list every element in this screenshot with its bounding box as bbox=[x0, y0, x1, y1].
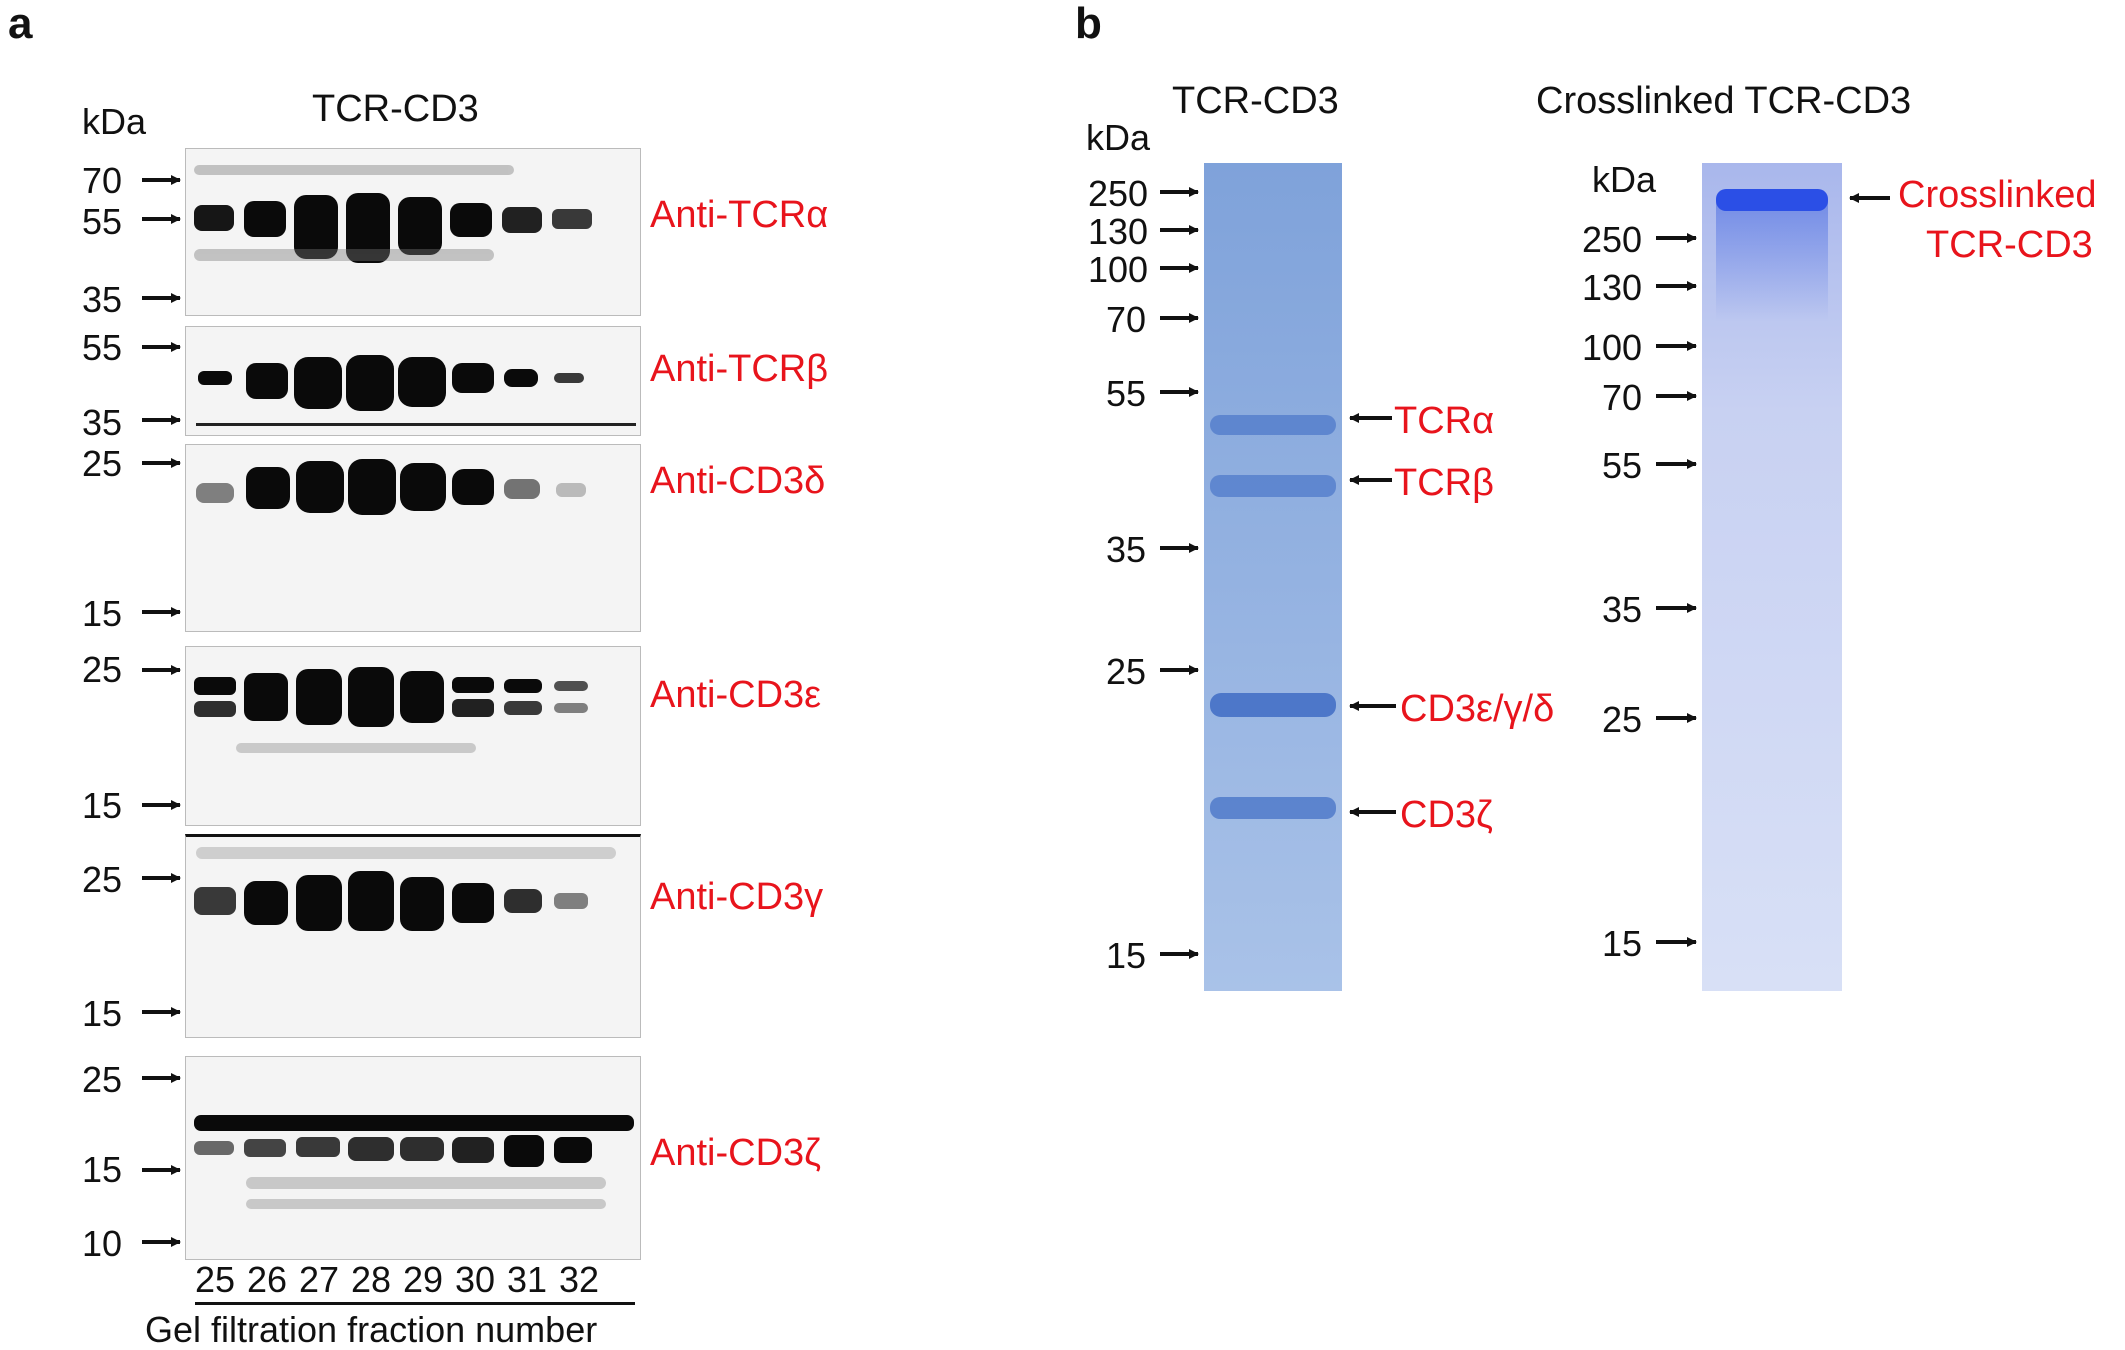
gel2-marker-55: 55 bbox=[1602, 445, 1643, 486]
gel2-band-label-line1: Crosslinked bbox=[1898, 174, 2097, 216]
gel1-band-cd3-zeta: CD3ζ bbox=[1400, 794, 1493, 836]
antibody-label-cd3-epsilon: Anti-CD3ε bbox=[650, 674, 822, 716]
gel1-band-tcr-alpha: TCRα bbox=[1394, 400, 1495, 442]
gel1-marker-35: 35 bbox=[1106, 529, 1147, 570]
antibody-label-cd3-delta: Anti-CD3δ bbox=[650, 460, 826, 502]
gel2-marker-250: 250 bbox=[1582, 219, 1643, 260]
gel1-marker-250: 250 bbox=[1088, 173, 1149, 214]
lane-number-29: 29 bbox=[403, 1259, 444, 1300]
lane-number-28: 28 bbox=[351, 1259, 392, 1300]
blot-tcr-alpha bbox=[185, 148, 641, 316]
blot-tcr-beta-bands bbox=[196, 355, 636, 426]
lane-underline bbox=[195, 1302, 635, 1305]
gel2-title: Crosslinked TCR-CD3 bbox=[1536, 80, 1912, 122]
gel2-marker-25: 25 bbox=[1602, 699, 1643, 740]
gel1-marker-55: 55 bbox=[1106, 373, 1147, 414]
lane-number-30: 30 bbox=[455, 1259, 496, 1300]
lane-number-26: 26 bbox=[247, 1259, 288, 1300]
marker-15-blot6: 15 bbox=[82, 1149, 123, 1190]
gel1-lane bbox=[1204, 163, 1342, 991]
gel2-lane bbox=[1702, 163, 1842, 991]
blot-cd3-delta bbox=[185, 444, 641, 632]
marker-25-blot6: 25 bbox=[82, 1059, 123, 1100]
blot-cd3-gamma bbox=[185, 834, 641, 1038]
panel-a-xlabel: Gel filtration fraction number bbox=[145, 1309, 598, 1350]
gel2-lane-bands bbox=[1702, 163, 1842, 991]
gel2-kda-label: kDa bbox=[1592, 159, 1657, 200]
gel2-marker-100: 100 bbox=[1582, 327, 1643, 368]
gel2-band-label-line2: TCR-CD3 bbox=[1926, 224, 2093, 266]
blot-cd3-delta-bands bbox=[196, 459, 586, 515]
marker-55-blot2: 55 bbox=[82, 327, 123, 368]
gel2-marker-130: 130 bbox=[1582, 267, 1643, 308]
blot-tcr-alpha-bands bbox=[194, 165, 592, 263]
gel1-marker-130: 130 bbox=[1088, 211, 1149, 252]
gel1-marker-100: 100 bbox=[1088, 249, 1149, 290]
marker-25-blot3: 25 bbox=[82, 443, 123, 484]
marker-10-blot6: 10 bbox=[82, 1223, 123, 1264]
marker-55-blot1: 55 bbox=[82, 201, 123, 242]
marker-15-blot3: 15 bbox=[82, 593, 123, 634]
gel1-band-tcr-beta: TCRβ bbox=[1394, 462, 1494, 504]
lane-number-31: 31 bbox=[507, 1259, 548, 1300]
marker-15-blot4: 15 bbox=[82, 785, 123, 826]
gel1-lane-bands bbox=[1204, 163, 1342, 991]
antibody-label-tcr-beta: Anti-TCRβ bbox=[650, 348, 829, 390]
gel1-marker-70: 70 bbox=[1106, 299, 1147, 340]
blot-tcr-beta bbox=[185, 326, 641, 436]
panel-b-letter: b bbox=[1075, 0, 1102, 48]
gel2-marker-35: 35 bbox=[1602, 589, 1643, 630]
blot-cd3-epsilon bbox=[185, 646, 641, 826]
antibody-label-cd3-gamma: Anti-CD3γ bbox=[650, 876, 824, 918]
antibody-label-tcr-alpha: Anti-TCRα bbox=[650, 194, 829, 236]
lane-number-32: 32 bbox=[559, 1259, 600, 1300]
marker-70-blot1: 70 bbox=[82, 160, 123, 201]
marker-15-blot5: 15 bbox=[82, 993, 123, 1034]
gel1-title: TCR-CD3 bbox=[1172, 80, 1339, 122]
marker-35-blot1: 35 bbox=[82, 279, 123, 320]
gel1-kda-label: kDa bbox=[1086, 117, 1151, 158]
panel-a-kda-label: kDa bbox=[82, 101, 147, 142]
gel1-marker-15: 15 bbox=[1106, 935, 1147, 976]
blot-cd3-zeta-bands bbox=[194, 1115, 634, 1209]
marker-25-blot5: 25 bbox=[82, 859, 123, 900]
lane-number-25: 25 bbox=[195, 1259, 236, 1300]
gel2-marker-70: 70 bbox=[1602, 377, 1643, 418]
marker-35-blot2: 35 bbox=[82, 402, 123, 443]
marker-25-blot4: 25 bbox=[82, 649, 123, 690]
panel-a-letter: a bbox=[8, 0, 33, 48]
panel-a-title: TCR-CD3 bbox=[312, 88, 479, 130]
lane-number-27: 27 bbox=[299, 1259, 340, 1300]
gel1-marker-25: 25 bbox=[1106, 651, 1147, 692]
gel2-marker-15: 15 bbox=[1602, 923, 1643, 964]
antibody-label-cd3-zeta: Anti-CD3ζ bbox=[650, 1132, 821, 1174]
blot-cd3-gamma-bands bbox=[194, 847, 616, 931]
gel1-band-cd3-egd: CD3ε/γ/δ bbox=[1400, 688, 1555, 730]
blot-cd3-epsilon-bands bbox=[194, 667, 588, 753]
blot-cd3-zeta bbox=[185, 1056, 641, 1260]
